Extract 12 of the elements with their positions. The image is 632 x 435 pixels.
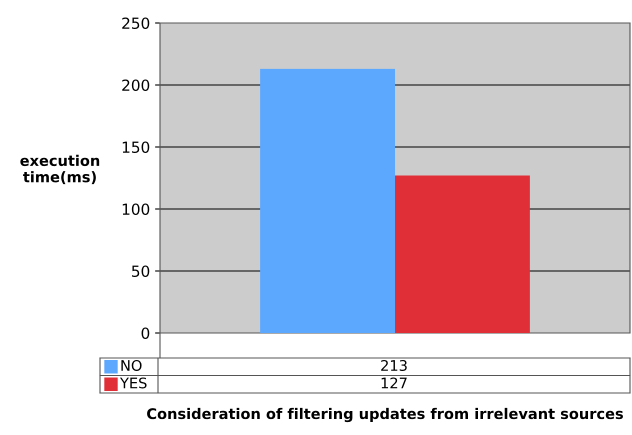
y-tick-label: 100 xyxy=(122,203,150,216)
y-tick-label: 250 xyxy=(122,17,150,30)
legend-label: YES xyxy=(120,377,147,388)
data-label: 127 xyxy=(382,377,407,388)
y-axis-title: execution time(ms) xyxy=(20,154,100,184)
y-tick-label: 200 xyxy=(122,79,150,92)
y-tick-label: 0 xyxy=(142,327,150,340)
y-tick-label: 150 xyxy=(122,141,150,154)
data-label: 213 xyxy=(381,360,407,371)
y-tick-label: 50 xyxy=(132,265,150,278)
legend-label: NO xyxy=(121,360,142,371)
x-axis-title: Consideration of filtering updates from irrelevant sources xyxy=(147,408,623,422)
